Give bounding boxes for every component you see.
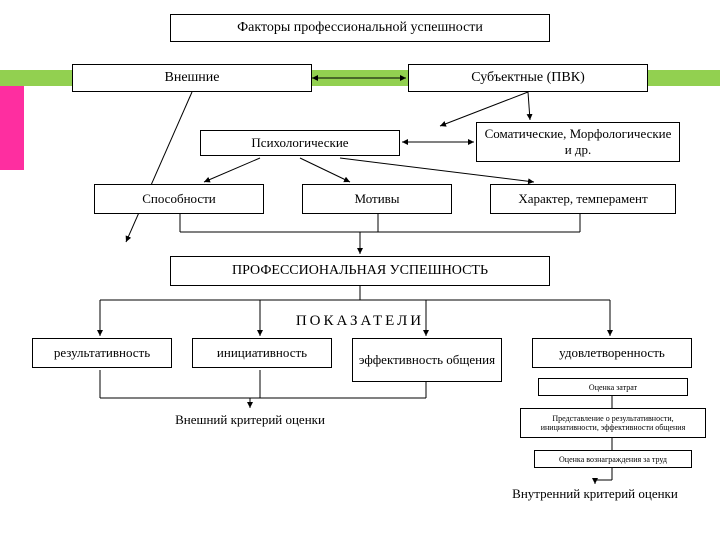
node-cost: Оценка затрат <box>538 378 688 396</box>
pink-sidebar-block <box>0 86 24 170</box>
node-somatic: Соматические, Морфологические и др. <box>476 122 680 162</box>
node-result: результативность <box>32 338 172 368</box>
node-repres: Представление о результативности, инициа… <box>520 408 706 438</box>
label-indicators: ПОКАЗАТЕЛИ <box>260 310 460 332</box>
label-ext_criterion: Внешний критерий оценки <box>130 410 370 430</box>
node-reward: Оценка вознаграждения за труд <box>534 450 692 468</box>
diagram-stage: Факторы профессиональной успешности Внешн… <box>0 0 720 540</box>
node-external: Внешние <box>72 64 312 92</box>
node-psych: Психологические <box>200 130 400 156</box>
node-title: Факторы профессиональной успешности <box>170 14 550 42</box>
node-prof_success: ПРОФЕССИОНАЛЬНАЯ УСПЕШНОСТЬ <box>170 256 550 286</box>
node-satisf: удовлетворенность <box>532 338 692 368</box>
node-motives: Мотивы <box>302 184 452 214</box>
node-initiative: инициативность <box>192 338 332 368</box>
node-effcomm: эффективность общения <box>352 338 502 382</box>
node-abilities: Способности <box>94 184 264 214</box>
label-int_criterion: Внутренний критерий оценки <box>480 484 710 504</box>
node-subjective: Субъектные (ПВК) <box>408 64 648 92</box>
node-character: Характер, темперамент <box>490 184 676 214</box>
